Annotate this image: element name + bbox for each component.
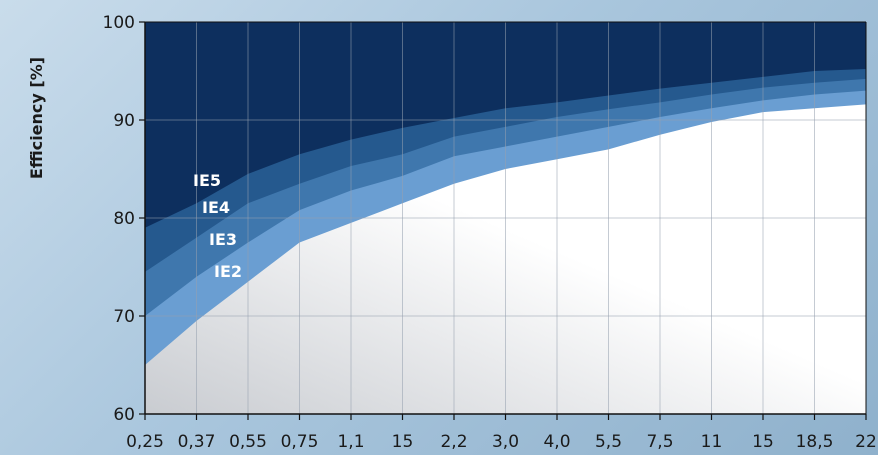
x-tick-label: 18,5 [796,432,834,452]
y-tick-label: 100 [103,13,135,33]
y-tick-label: 80 [113,209,135,229]
band-label-ie5: IE5 [193,171,221,190]
band-label-ie4: IE4 [202,198,230,217]
x-tick-label: 5,5 [595,432,622,452]
x-tick-label: 7,5 [646,432,673,452]
x-tick-label: 4,0 [543,432,570,452]
x-tick-label: 0,55 [229,432,267,452]
x-tick-label: 11 [701,432,723,452]
x-tick-label: 0,25 [126,432,164,452]
x-tick-label: 15 [752,432,774,452]
y-tick-label: 90 [113,111,135,131]
x-tick-label: 22 [855,432,877,452]
x-tick-label: 15 [392,432,414,452]
y-axis-label: Efficiency [%] [27,57,46,179]
y-tick-label: 60 [113,405,135,425]
band-label-ie2: IE2 [214,262,242,281]
band-label-ie3: IE3 [209,230,237,249]
x-tick-label: 0,75 [281,432,319,452]
y-tick-label: 70 [113,307,135,327]
x-tick-label: 1,1 [337,432,364,452]
x-tick-label: 0,37 [178,432,216,452]
x-tick-label: 2,2 [440,432,467,452]
x-tick-label: 3,0 [492,432,519,452]
